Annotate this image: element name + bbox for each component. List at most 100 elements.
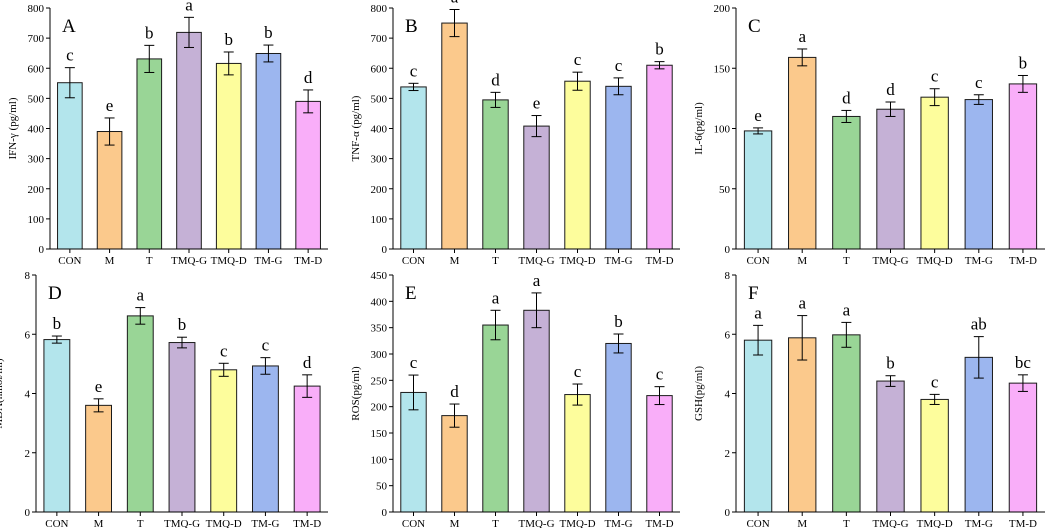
y-tick-label: 6 xyxy=(25,329,31,341)
category-label: TMQ-G xyxy=(872,255,908,267)
significance-letter: a xyxy=(137,286,145,305)
significance-letter: b xyxy=(145,23,154,42)
y-tick-label: 700 xyxy=(371,33,388,45)
significance-letter: c xyxy=(975,73,983,92)
y-tick-label: 100 xyxy=(371,454,388,466)
category-label: M xyxy=(105,255,115,267)
y-tick-label: 350 xyxy=(371,323,388,335)
y-tick-label: 8 xyxy=(725,270,731,282)
significance-letter: e xyxy=(106,96,114,115)
bar-tmq-d xyxy=(564,80,591,250)
y-axis-label: IL-6(pg/ml) xyxy=(693,102,705,155)
significance-letter: b xyxy=(614,312,623,331)
category-label: TM-D xyxy=(645,518,673,528)
bar-tmq-g xyxy=(876,380,905,513)
y-tick-label: 0 xyxy=(382,507,388,519)
significance-letter: a xyxy=(533,271,541,290)
significance-letter: a xyxy=(185,0,193,14)
significance-letter: c xyxy=(574,50,582,69)
bar-tm-g xyxy=(605,342,632,513)
y-tick-label: 2 xyxy=(725,448,731,460)
significance-letter: b xyxy=(655,40,664,59)
significance-letter: a xyxy=(798,27,806,46)
significance-letter: a xyxy=(798,294,806,313)
panel-f: 0 2 4 6 8 a CON a Ma Tb TMQ-G c TMQ-D ab TM-G bc TM-D F GS… xyxy=(693,270,1045,528)
y-tick-label: 400 xyxy=(28,124,45,136)
significance-letter: b xyxy=(224,30,233,49)
bar-tm-g xyxy=(251,365,279,513)
significance-letter: a xyxy=(492,288,500,307)
category-label: TM-D xyxy=(1009,255,1037,267)
y-tick-label: 8 xyxy=(25,270,31,282)
y-tick-label: 600 xyxy=(28,63,45,75)
significance-letter: b xyxy=(264,23,273,42)
bar-tm-d xyxy=(1008,382,1038,513)
bar-tmq-g xyxy=(168,342,196,513)
panel-d: 0 2 4 6 8 b CON e Ma Tb TMQ-G c TMQ-D c TM-G d TM-D D MDA(… xyxy=(0,270,328,528)
y-tick-label: 300 xyxy=(28,154,45,166)
bar-tmq-d xyxy=(920,96,949,250)
significance-letter: d xyxy=(303,353,312,372)
significance-letter: a xyxy=(754,303,762,322)
y-tick-label: 0 xyxy=(725,507,731,519)
y-axis-label: MDA(nmol/ml) xyxy=(0,358,5,429)
y-tick-label: 0 xyxy=(725,244,731,256)
bar-con xyxy=(743,130,773,250)
bar-tmq-g xyxy=(176,31,202,250)
category-label: TMQ-G xyxy=(872,518,908,528)
y-tick-label: 250 xyxy=(371,375,388,387)
y-tick-label: 800 xyxy=(371,3,388,15)
panel-a: 0 100 200 300 400 500 600 700 800 c CON e Mb Ta TMQ-G b… xyxy=(7,0,328,267)
category-label: TM-D xyxy=(293,518,321,528)
bar-tm-g xyxy=(964,356,993,513)
bar-tmq-d xyxy=(215,62,242,250)
bar-m xyxy=(441,415,468,513)
bar-tm-d xyxy=(646,64,673,250)
significance-letter: c xyxy=(574,362,582,381)
significance-letter: c xyxy=(656,365,664,384)
significance-letter: b xyxy=(886,354,895,373)
y-tick-label: 0 xyxy=(382,244,388,256)
bar-t xyxy=(832,334,861,513)
category-label: CON xyxy=(746,518,769,528)
y-axis-label: GSH(pg/ml) xyxy=(693,366,705,421)
category-label: TM-G xyxy=(254,255,282,267)
bar-tm-g xyxy=(964,99,993,250)
significance-letter: b xyxy=(178,315,187,334)
bar-tm-d xyxy=(293,385,321,513)
panel-letter: B xyxy=(405,16,418,37)
panel-letter: E xyxy=(405,283,417,304)
bar-tm-d xyxy=(295,100,321,250)
bar-tm-g xyxy=(605,85,632,250)
category-label: TM-G xyxy=(604,518,632,528)
significance-letter: c xyxy=(410,353,418,372)
y-tick-label: 600 xyxy=(371,63,388,75)
y-tick-label: 200 xyxy=(28,184,45,196)
bar-con xyxy=(43,339,71,513)
category-label: CON xyxy=(45,518,68,528)
category-label: TMQ-D xyxy=(206,518,242,528)
category-label: M xyxy=(94,518,104,528)
category-label: M xyxy=(450,255,460,267)
significance-letter: c xyxy=(220,341,228,360)
category-label: TMQ-D xyxy=(917,518,953,528)
panel-e: 0 50 100 150 200 250 300 350 400 450 c CON d Ma Ta TMQ-… xyxy=(350,270,680,528)
significance-letter: c xyxy=(931,372,939,391)
category-label: TM-G xyxy=(965,518,993,528)
category-label: TMQ-D xyxy=(917,255,953,267)
significance-letter: ab xyxy=(971,315,987,334)
significance-letter: bc xyxy=(1015,353,1032,372)
bar-m xyxy=(441,22,468,250)
y-tick-label: 200 xyxy=(371,402,388,414)
y-tick-label: 200 xyxy=(371,184,388,196)
significance-letter: d xyxy=(450,382,459,401)
significance-letter: c xyxy=(410,61,418,80)
bar-m xyxy=(788,337,817,513)
y-tick-label: 700 xyxy=(28,33,45,45)
significance-letter: c xyxy=(931,67,939,86)
y-tick-label: 800 xyxy=(28,3,45,15)
y-axis-label: TNF-α (pg/ml) xyxy=(350,95,362,161)
y-tick-label: 200 xyxy=(714,3,731,15)
bar-t xyxy=(832,115,861,250)
